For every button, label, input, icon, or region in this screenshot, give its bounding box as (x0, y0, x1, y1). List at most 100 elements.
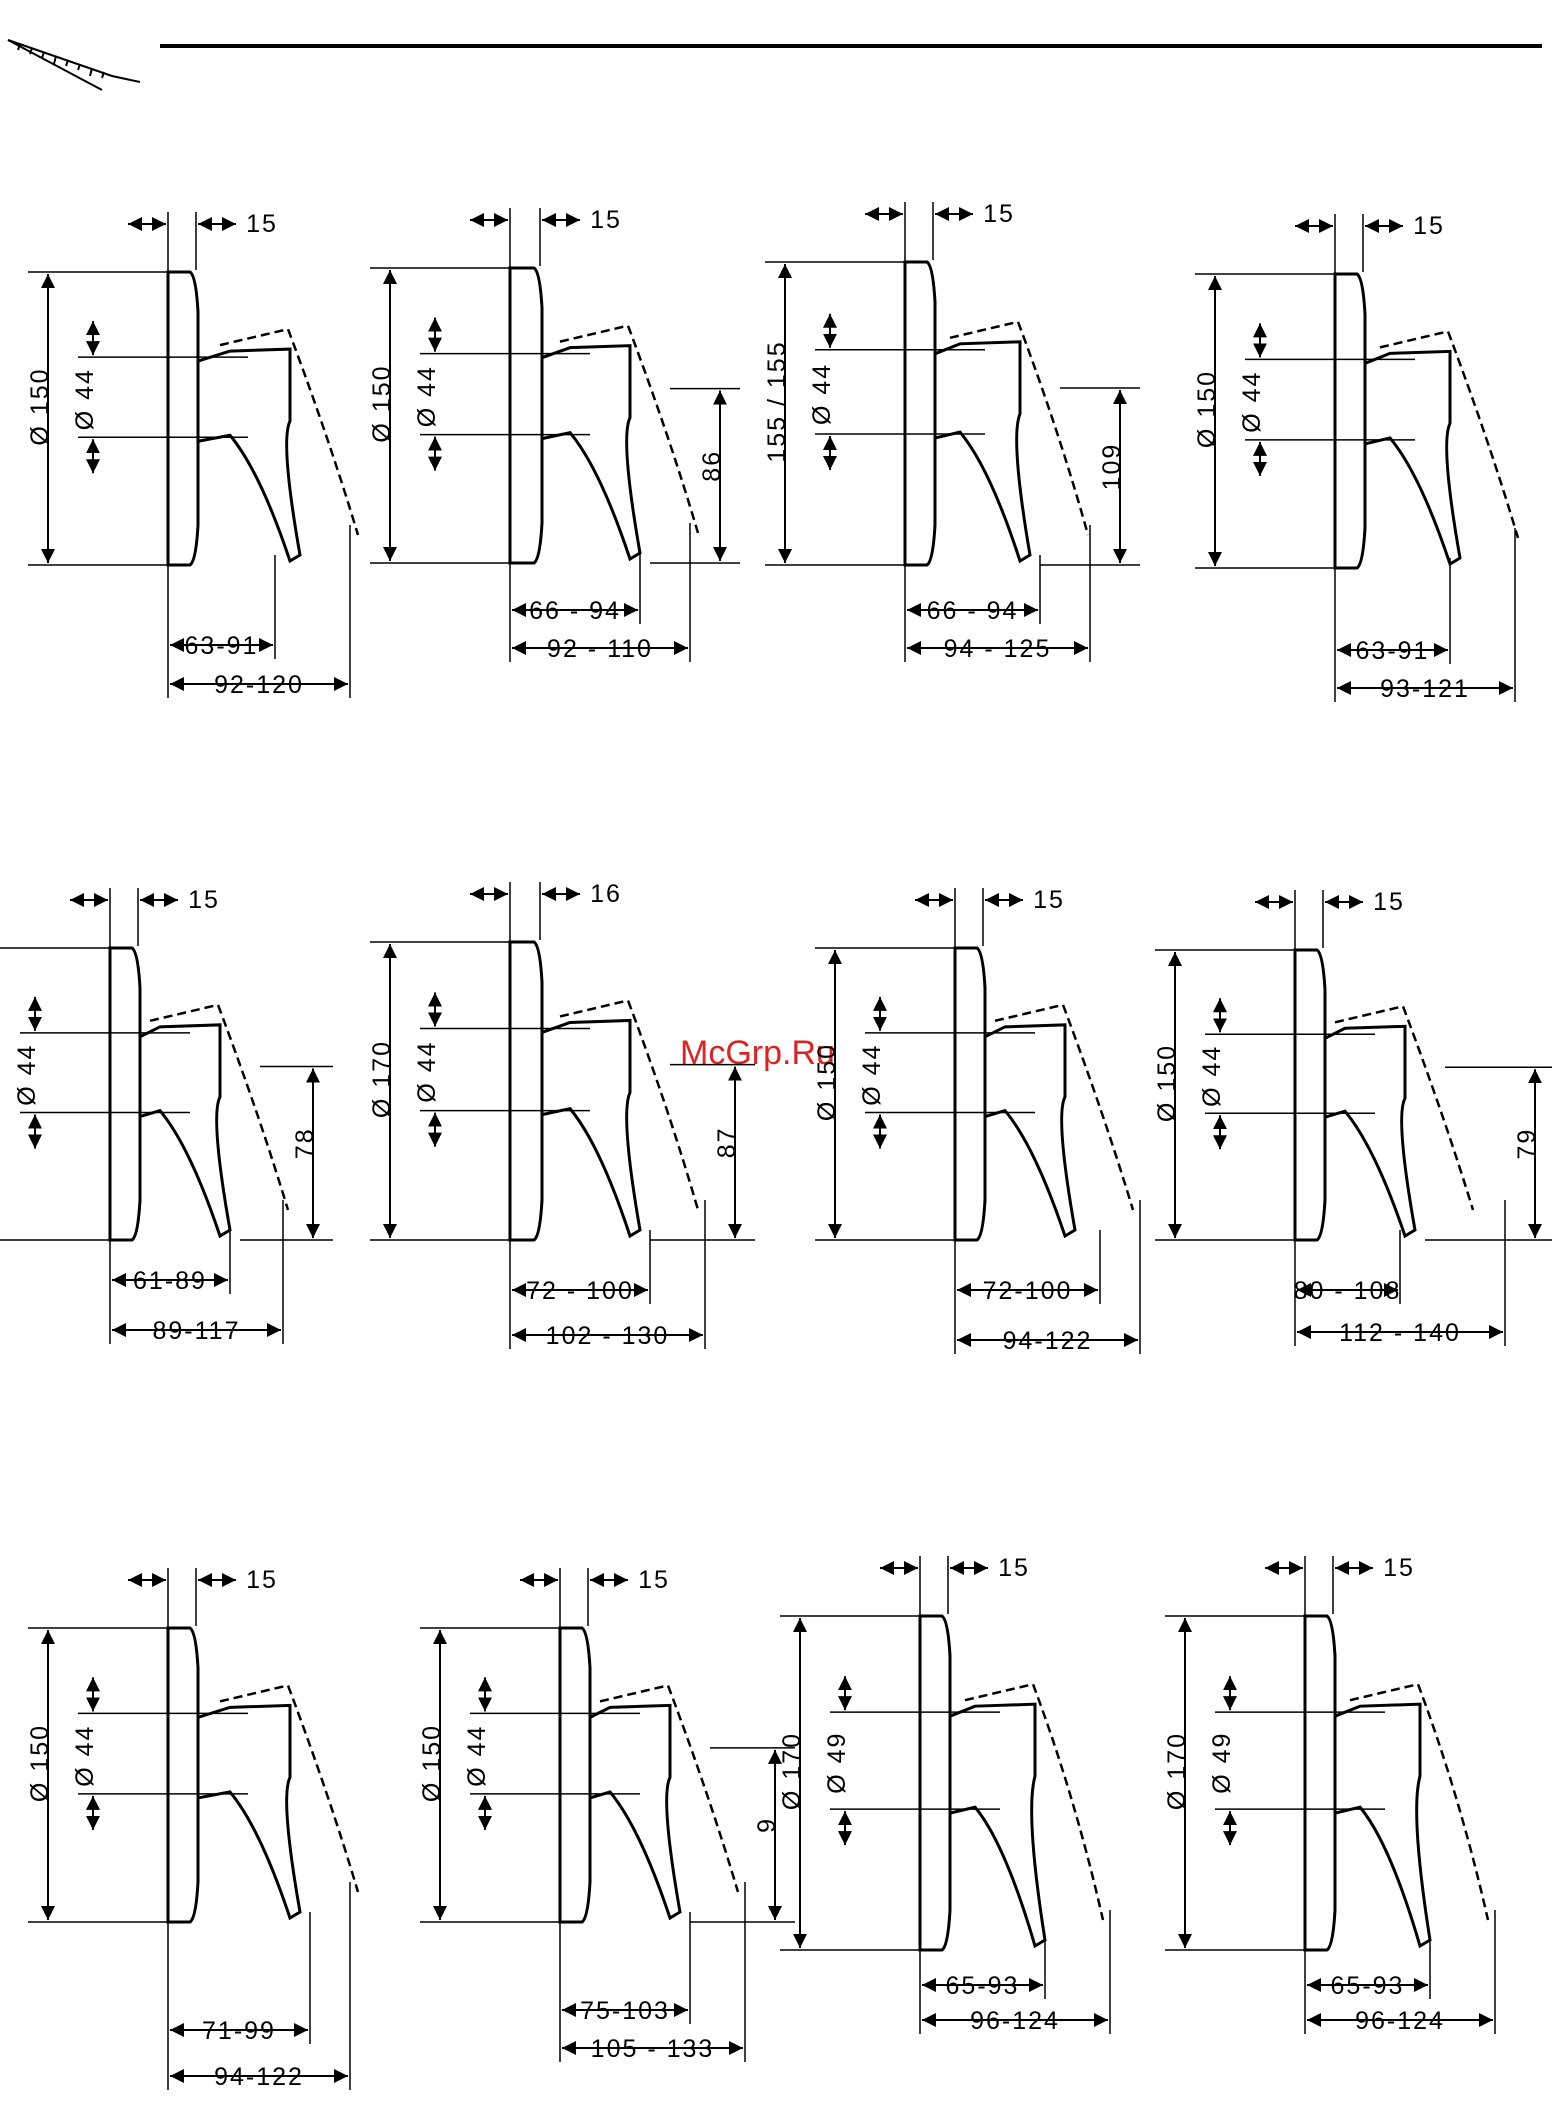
plate-diameter-label: Ø 170 (1163, 1732, 1191, 1810)
lever-open-position (149, 1003, 290, 1211)
plate-diameter-label: 155 / 155 (763, 340, 791, 462)
lever-open-position (1349, 1682, 1490, 1921)
projection-outer-label: 92 - 110 (547, 635, 653, 663)
wall-plate (918, 1614, 952, 1952)
lever-open-position (949, 320, 1090, 536)
plate-diameter-label: Ø 150 (813, 1043, 841, 1121)
mixer-lever (949, 1702, 1047, 1949)
spindle-diameter-label: Ø 44 (71, 368, 99, 430)
projection-outer-label: 105 - 133 (591, 2035, 715, 2063)
projection-outer-label: 94 - 125 (944, 635, 1052, 663)
spindle-diameter-label: Ø 49 (823, 1732, 851, 1794)
plate-depth-label: 15 (590, 206, 622, 234)
faucet-drawing-9: Ø 150 Ø 44 15 71-99 94-122 (26, 1566, 360, 2091)
plate-diameter-label: Ø 150 (1153, 1044, 1181, 1122)
mixer-lever (984, 1023, 1077, 1239)
wall-plate (166, 270, 200, 567)
lever-open-position (994, 1003, 1135, 1211)
mixer-lever (197, 1703, 302, 1921)
lever-height-label: 78 (291, 1127, 319, 1159)
plate-depth-label: 15 (246, 210, 278, 238)
lever-height-label: 9 (753, 1817, 781, 1833)
lever-open-position (559, 998, 700, 1211)
faucet-drawing-12: Ø 170 Ø 49 15 65-93 96-124 (1163, 1554, 1496, 2035)
projection-outer-label: 89-117 (153, 1317, 241, 1345)
projection-inner-label: 80 - 108 (1294, 1277, 1402, 1305)
spindle-diameter-label: Ø 44 (463, 1725, 491, 1787)
lever-open-position (559, 324, 700, 534)
lever-height-label: 87 (713, 1126, 741, 1158)
wall-plate (508, 266, 544, 565)
plate-depth-label: 15 (188, 886, 220, 914)
lever-open-position (599, 1683, 740, 1893)
plate-depth-label: 15 (1033, 886, 1065, 914)
faucet-drawing-8: Ø 150 Ø 44 15 79 80 - 108 112 - 140 (1153, 888, 1552, 1347)
wall-plate (1303, 1614, 1337, 1952)
faucet-drawing-10: Ø 150 Ø 44 15 9 75-103 105 - 133 (418, 1566, 795, 2063)
plate-diameter-label: Ø 150 (26, 1724, 54, 1802)
wall-plate (1333, 272, 1367, 570)
spindle-diameter-label: Ø 44 (858, 1044, 886, 1106)
spindle-diameter-label: Ø 44 (808, 363, 836, 425)
plate-depth-label: 15 (998, 1554, 1030, 1582)
plate-depth-label: 15 (1413, 212, 1445, 240)
projection-inner-label: 75-103 (580, 1997, 670, 2025)
spindle-diameter-label: Ø 49 (1208, 1732, 1236, 1794)
projection-outer-label: 92-120 (214, 671, 304, 699)
plate-depth-label: 15 (1383, 1554, 1415, 1582)
projection-outer-label: 102 - 130 (546, 1322, 670, 1350)
plate-diameter-label: Ø 150 (368, 364, 396, 442)
lever-open-position (1379, 329, 1520, 539)
plate-diameter-label: Ø 150 (1193, 370, 1221, 448)
plate-diameter-label: Ø 150 (418, 1724, 446, 1802)
spindle-diameter-label: Ø 44 (413, 1040, 441, 1102)
plate-diameter-label: Ø 170 (778, 1732, 806, 1810)
projection-inner-label: 63-91 (185, 632, 259, 660)
faucet-drawing-4: Ø 150 Ø 44 15 63-91 93-121 (1193, 212, 1520, 703)
mixer-lever (197, 347, 302, 564)
plate-depth-label: 15 (246, 1566, 278, 1594)
ruler-icon (7, 39, 141, 91)
mixer-lever (139, 1023, 232, 1239)
projection-inner-label: 61-89 (133, 1267, 207, 1295)
wall-plate (108, 946, 142, 1242)
spindle-diameter-label: Ø 44 (71, 1725, 99, 1787)
faucet-drawing-6: Ø 170 Ø 44 16 87 72 - 100 102 - 130 (368, 880, 755, 1350)
faucet-drawing-3: 155 / 155 Ø 44 15 109 66 - 94 94 - 125 (763, 200, 1140, 663)
wall-plate (166, 1626, 200, 1924)
projection-outer-label: 94-122 (1003, 1327, 1093, 1355)
wall-plate (508, 940, 544, 1242)
wall-plate (558, 1626, 592, 1924)
projection-inner-label: 71-99 (202, 2017, 276, 2045)
projection-inner-label: 66 - 94 (927, 597, 1019, 625)
lever-open-position (219, 1683, 360, 1893)
spindle-diameter-label: Ø 44 (413, 365, 441, 427)
spindle-diameter-label: Ø 44 (1198, 1045, 1226, 1107)
mixer-lever (541, 1018, 642, 1239)
projection-outer-label: 94-122 (214, 2063, 304, 2091)
faucet-drawing-2: Ø 150 Ø 44 15 86 66 - 94 92 - 110 (368, 206, 740, 663)
faucet-drawing-1: Ø 150 Ø 44 15 63-91 92-120 (26, 210, 360, 699)
faucet-drawings: Ø 150 Ø 44 15 63-91 92-120 Ø 150 Ø 44 15 86 66 - … (0, 200, 1552, 2091)
wall-plate (903, 260, 937, 567)
plate-depth-label: 16 (590, 880, 622, 908)
plate-depth-label: 15 (638, 1566, 670, 1594)
faucet-drawing-7: Ø 150 Ø 44 15 72-100 94-122 (813, 886, 1141, 1355)
projection-inner-label: 66 - 94 (529, 597, 621, 625)
plate-diameter-label: Ø 150 (26, 367, 54, 445)
lever-height-label: 86 (698, 450, 726, 482)
projection-outer-label: 96-124 (1355, 2007, 1445, 2035)
projection-inner-label: 72-100 (983, 1277, 1073, 1305)
wall-plate (953, 946, 987, 1242)
projection-inner-label: 65-93 (946, 1972, 1020, 2000)
mixer-lever (934, 340, 1032, 564)
wall-plate (1293, 948, 1327, 1242)
projection-outer-label: 96-124 (970, 2007, 1060, 2035)
faucet-drawing-11: Ø 170 Ø 49 15 65-93 96-124 (778, 1554, 1111, 2035)
lever-open-position (219, 327, 360, 536)
spindle-diameter-label: Ø 44 (1238, 371, 1266, 433)
plate-diameter-label: Ø 170 (368, 1040, 396, 1118)
projection-inner-label: 63-91 (1356, 637, 1430, 665)
plate-depth-label: 15 (1373, 888, 1405, 916)
